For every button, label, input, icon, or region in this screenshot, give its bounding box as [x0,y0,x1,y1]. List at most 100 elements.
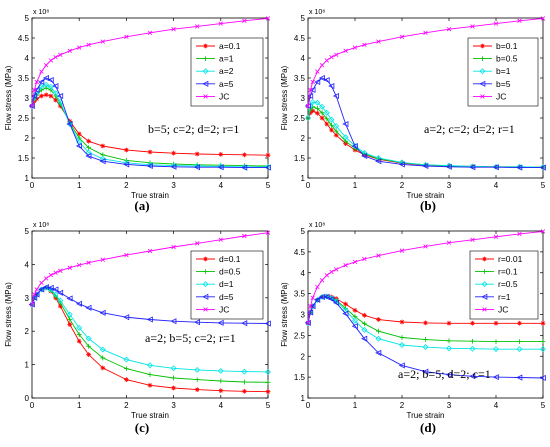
data-point [264,164,271,171]
series-JC [29,16,271,109]
data-point [361,152,368,160]
data-point [308,303,313,309]
legend-marker [202,281,209,288]
data-point [58,268,63,273]
data-point [315,106,320,111]
data-point [146,316,153,323]
data-point [470,24,475,29]
data-point [100,257,106,262]
y-tick-label: 1 [25,361,30,370]
data-point [241,368,248,375]
data-point [470,338,475,344]
data-point [43,62,49,68]
x-tick-label: 5 [266,401,271,410]
x-tick-label: 2 [400,181,405,190]
legend-label: a=5 [219,79,234,89]
data-point [194,377,200,383]
data-point [67,48,72,54]
data-point [75,300,82,307]
data-point [352,317,358,324]
data-point [309,86,316,94]
data-point [352,307,358,313]
data-point [193,164,200,171]
data-point [352,45,358,50]
data-point [242,379,247,385]
x-tick-label: 1 [353,401,358,410]
series-line [31,286,269,324]
data-point [99,309,106,316]
y-tick-label: 2 [25,327,30,336]
data-point [307,309,314,316]
legend-label: r=0.5 [498,279,518,289]
data-point [31,294,38,301]
legend-label: JC [496,91,506,101]
data-point [265,16,271,21]
data-point [517,18,522,24]
data-point [310,104,316,110]
legend-label: JC [498,304,508,314]
data-point [362,312,367,318]
data-point [493,163,499,170]
y-tick-label: 3.5 [294,290,306,299]
x-axis-label: True strain [131,191,169,200]
y-tick-label: 4.5 [18,34,30,43]
y-axis-label: Flow stress (MPa) [4,282,13,347]
y-tick-label: 3.5 [18,74,30,83]
data-point [540,229,546,234]
legend-marker [480,94,485,99]
panel-caption: (d) [420,420,436,435]
legend-box [190,37,264,107]
data-point [333,128,339,134]
data-point [124,34,129,40]
legend-marker [481,293,488,300]
data-point [194,24,200,29]
data-point [446,240,452,245]
legend-marker [202,80,209,87]
data-point [376,317,381,322]
data-point [314,296,321,303]
data-point [540,320,546,326]
data-point [265,379,271,385]
data-point [123,161,130,168]
data-point [399,335,405,340]
data-point [42,74,49,82]
data-point [398,362,405,369]
data-point [31,92,38,100]
x-tick-label: 5 [266,181,271,190]
data-point [32,292,37,297]
data-point [324,58,330,63]
data-point [423,244,428,249]
data-point [446,26,452,32]
y-tick-label: 3 [25,294,30,303]
data-point [124,377,129,383]
y-tick-label: 2 [25,134,30,143]
data-point [100,365,106,371]
data-point [324,116,330,122]
data-point [469,345,476,352]
x-axis-label: True strain [407,411,445,420]
y-tick-label: 5 [25,14,30,23]
data-point [217,367,224,374]
data-point [241,164,248,171]
data-point [194,366,201,373]
axis-exponent-label: x 10⁸ [309,222,325,229]
data-point [375,335,382,342]
x-tick-label: 1 [77,401,82,410]
data-point [99,158,106,165]
data-point [310,79,315,85]
legend-marker [480,43,485,49]
data-point [218,152,224,157]
x-tick-label: 0 [306,181,311,190]
axis-exponent-label: x 10⁸ [33,9,49,16]
y-tick-label: 2 [301,352,306,361]
data-point [43,81,50,88]
data-point [171,26,176,32]
data-point [422,344,429,351]
data-point [361,326,368,333]
data-point [333,52,339,58]
data-point [52,82,59,90]
series-a=5 [28,74,271,171]
parameter-annotation: a=2; c=2; d=2; r=1 [424,122,515,136]
